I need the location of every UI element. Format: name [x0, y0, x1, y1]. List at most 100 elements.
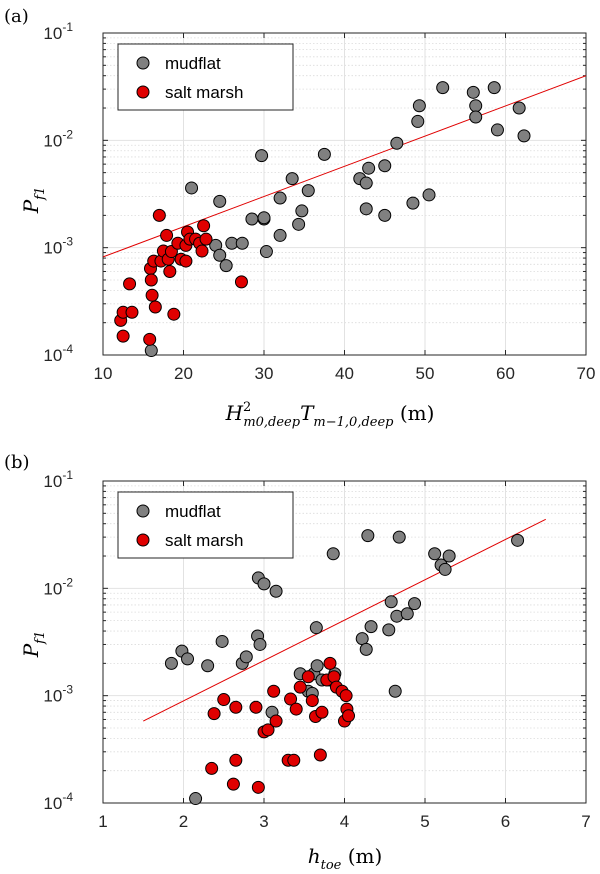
salt-marsh-point [179, 254, 193, 268]
salt-marsh-series [205, 656, 356, 794]
y-axis-label: Pf1 [19, 187, 48, 215]
y-tick-label: 10-3 [43, 683, 73, 706]
fit-line [103, 75, 586, 258]
salt-marsh-point [205, 761, 219, 775]
mudflat-point [392, 530, 406, 544]
salt-marsh-point [145, 288, 159, 302]
y-tick-label: 10-4 [43, 342, 73, 365]
salt-marsh-point [261, 723, 275, 737]
x-tick-label: 4 [340, 812, 349, 831]
y-tick-label: 10-3 [43, 235, 73, 258]
salt-marsh-point [315, 705, 329, 719]
legend-marker [136, 533, 150, 547]
mudflat-point [310, 659, 324, 673]
fit-line [143, 518, 546, 722]
salt-marsh-point [229, 700, 243, 714]
salt-marsh-point [207, 707, 221, 721]
mudflat-point [257, 211, 271, 225]
x-tick-label: 5 [420, 812, 429, 831]
x-tick-label: 2 [179, 812, 188, 831]
salt-marsh-point [289, 702, 303, 716]
salt-marsh-point [123, 277, 137, 291]
mudflat-point [219, 259, 233, 273]
y-tick-exponent: -1 [62, 20, 73, 34]
mudflat-point [512, 101, 526, 115]
mudflat-point [189, 792, 203, 806]
salt-marsh-point [339, 689, 353, 703]
x-tick-label: 30 [255, 364, 274, 383]
y-tick-label: 10-2 [43, 575, 73, 598]
mudflat-point [359, 202, 373, 216]
mudflat-point [235, 236, 249, 250]
mudflat-point [164, 656, 178, 670]
y-tick-base: 10 [43, 579, 62, 598]
salt-marsh-point [163, 264, 177, 278]
mudflat-point [185, 181, 199, 195]
mudflat-point [436, 81, 450, 95]
legend-marker [136, 504, 150, 518]
salt-marsh-point [229, 753, 243, 767]
mudflat-point [269, 584, 283, 598]
x-tick-label: 40 [335, 364, 354, 383]
y-tick-label: 10-2 [43, 127, 73, 150]
legend-box [117, 491, 294, 559]
mudflat-point [201, 659, 215, 673]
mudflat-point [181, 652, 195, 666]
mudflat-point [466, 85, 480, 99]
y-label-sub: f1 [33, 631, 48, 645]
mudflat-point [517, 129, 531, 143]
mudflat-point [406, 196, 420, 210]
mudflat-point [361, 529, 375, 543]
salt-marsh-point [144, 273, 158, 287]
mudflat-point [285, 172, 299, 186]
mudflat-point [422, 188, 436, 202]
mudflat-point [428, 547, 442, 561]
salt-marsh-point [249, 700, 263, 714]
mudflat-point [408, 597, 422, 611]
x-tick-label: 20 [174, 364, 193, 383]
mudflat-point [378, 159, 392, 173]
mudflat-point [511, 533, 525, 547]
x-label-main: h [308, 844, 321, 868]
y-label-sub: f1 [33, 187, 48, 201]
y-tick-base: 10 [43, 472, 62, 491]
salt-marsh-point [148, 300, 162, 314]
salt-marsh-point [251, 780, 265, 794]
salt-marsh-point [116, 329, 130, 343]
mudflat-point [144, 344, 158, 358]
legend-label: mudflat [165, 502, 221, 521]
salt-marsh-point [293, 680, 307, 694]
y-tick-label: 10-1 [43, 468, 73, 491]
mudflat-point [400, 607, 414, 621]
mudflat-point [382, 623, 396, 637]
mudflat-point [245, 212, 259, 226]
panel-label: (b) [4, 452, 30, 473]
mudflat-point [378, 208, 392, 222]
salt-marsh-point [199, 232, 213, 246]
y-axis-label: Pf1 [19, 631, 48, 659]
y-tick-label: 10-4 [43, 790, 73, 813]
mudflat-point [442, 549, 456, 563]
x-tick-label: 3 [259, 812, 268, 831]
y-tick-exponent: -2 [62, 127, 73, 141]
panel-a: 10 20 30 40 50 60 7010-410-310-210-1mudflatsal… [4, 6, 595, 430]
salt-marsh-point [217, 693, 231, 707]
x-tick-label: 7 [581, 812, 590, 831]
salt-marsh-point [226, 777, 240, 791]
mudflat-series [144, 81, 531, 358]
mudflat-point [487, 81, 501, 95]
y-tick-base: 10 [43, 24, 62, 43]
y-tick-exponent: -4 [62, 342, 73, 356]
salt-marsh-point [125, 305, 139, 319]
mudflat-point [384, 595, 398, 609]
panel-label: (a) [4, 6, 29, 27]
x-tick-label: 60 [496, 364, 515, 383]
mudflat-point [213, 194, 227, 208]
salt-marsh-point [167, 307, 181, 321]
y-tick-exponent: -1 [62, 468, 73, 482]
mudflat-point [355, 632, 369, 646]
mudflat-point [213, 248, 227, 262]
y-tick-exponent: -3 [62, 683, 73, 697]
x-label-sub: m0,deep [243, 415, 300, 430]
